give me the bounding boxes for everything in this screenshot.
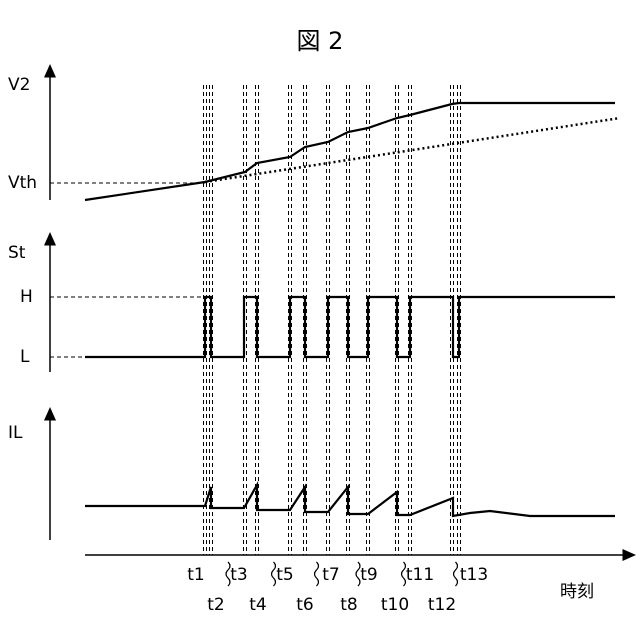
time-tick-label: t9 [360, 565, 377, 585]
time-tick-label: t3 [230, 565, 247, 585]
separator [272, 562, 276, 586]
h-label: H [20, 287, 33, 307]
time-tick-label: t12 [428, 595, 456, 615]
separator [315, 562, 319, 586]
time-tick-label: t8 [340, 595, 357, 615]
separator [454, 562, 458, 586]
time-tick-label: t1 [187, 565, 204, 585]
vth-trend [205, 118, 620, 182]
time-tick-label: t4 [249, 595, 266, 615]
separator [315, 562, 319, 586]
il-label: IL [8, 423, 23, 443]
figure-title: 図 2 [297, 27, 344, 55]
time-tick-label: t13 [460, 565, 488, 585]
time-label: 時刻 [560, 582, 594, 602]
separator [272, 562, 276, 586]
separator [454, 562, 458, 586]
time-tick-label: t5 [276, 565, 293, 585]
l-label: L [20, 347, 30, 367]
time-tick-label: t11 [406, 565, 434, 585]
time-tick-label: t10 [381, 595, 409, 615]
vth-label: Vth [8, 173, 37, 193]
time-tick-label: t2 [207, 595, 224, 615]
diagram: 図 2 V2 Vth St H L IL 時刻 t1t2 t3t4 t5t6 t7t8… [0, 0, 640, 640]
time-tick-label: t7 [322, 565, 339, 585]
v2-label: V2 [8, 75, 30, 95]
st-label: St [8, 243, 26, 263]
time-tick-label: t6 [296, 595, 313, 615]
